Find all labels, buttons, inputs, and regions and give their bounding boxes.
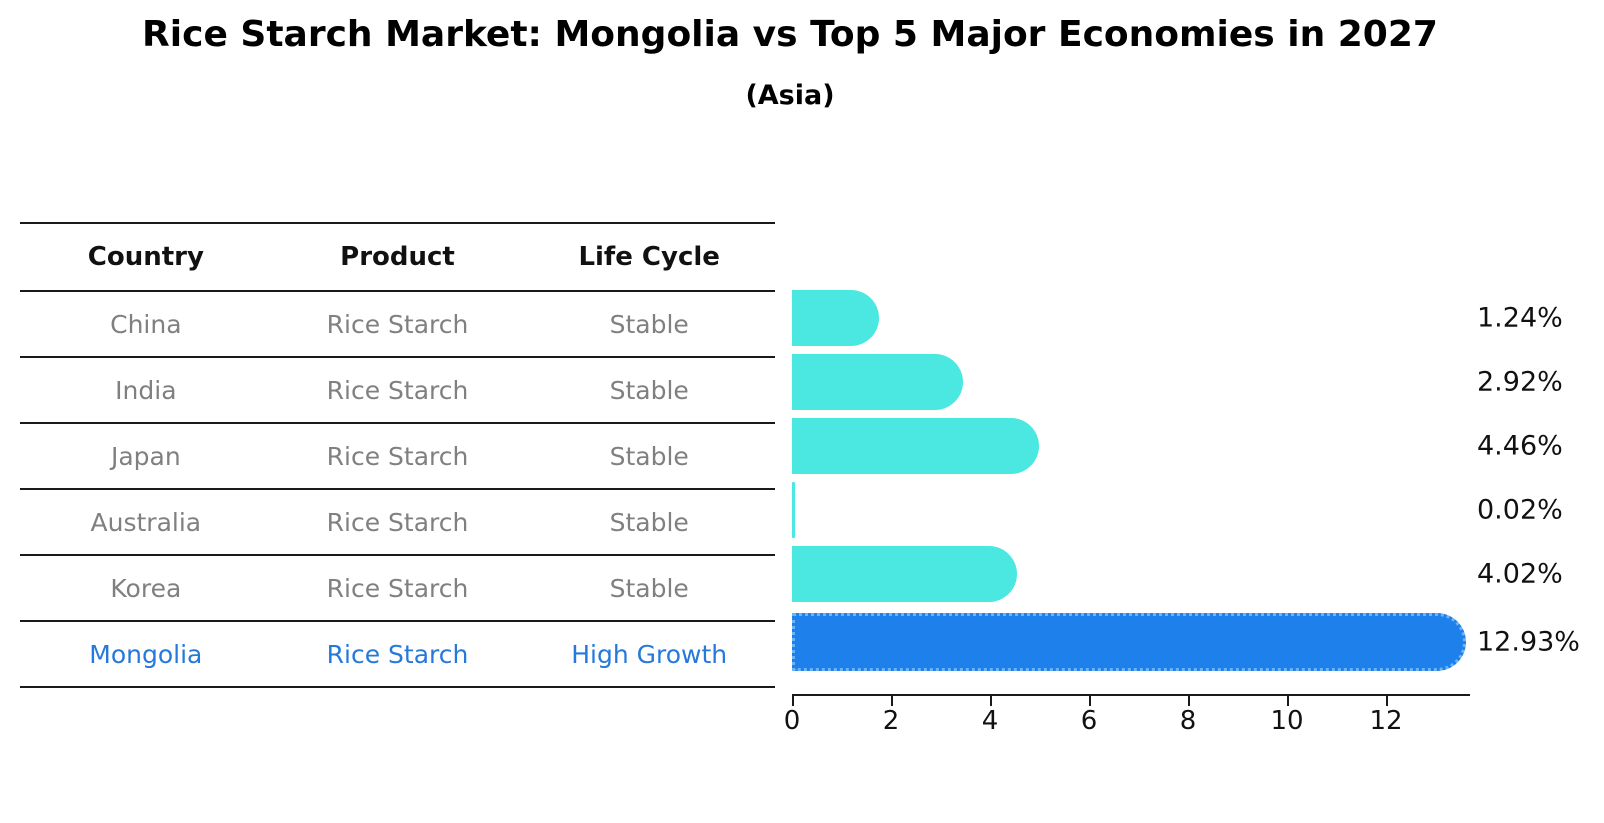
x-tick-label-8: 8 (1179, 706, 1197, 736)
value-label-korea: 4.02% (1477, 558, 1563, 590)
cell-country: Australia (90, 507, 202, 537)
value-label-japan: 4.46% (1477, 430, 1563, 462)
cell-life_cycle: Stable (609, 441, 689, 471)
table-header-row: Country Product Life Cycle (20, 222, 775, 290)
header-country: Country (87, 242, 204, 272)
cell-country: Mongolia (89, 639, 203, 669)
cell-country: China (110, 309, 182, 339)
cell-country: Japan (110, 441, 181, 471)
x-tick-mark-2 (891, 696, 893, 706)
cell-life_cycle: Stable (609, 507, 689, 537)
table-row-india: India Rice Starch Stable (20, 356, 775, 422)
x-tick-mark-0 (792, 696, 794, 706)
bar-india (792, 354, 963, 410)
value-label-china: 1.24% (1477, 302, 1563, 334)
bar-australia (792, 482, 795, 538)
header-life-cycle: Life Cycle (578, 242, 720, 272)
x-tick-label-0: 0 (783, 706, 801, 736)
cell-product: Rice Starch (326, 309, 469, 339)
cell-life_cycle: High Growth (571, 639, 728, 669)
table-row-china: China Rice Starch Stable (20, 290, 775, 356)
cell-life_cycle: Stable (609, 309, 689, 339)
table-row-australia: Australia Rice Starch Stable (20, 488, 775, 554)
country-table: Country Product Life Cycle China Rice Sta… (20, 222, 775, 688)
x-axis-line (792, 694, 1470, 696)
cell-product: Rice Starch (326, 507, 469, 537)
chart-title: Rice Starch Market: Mongolia vs Top 5 Ma… (142, 14, 1438, 55)
cell-product: Rice Starch (326, 639, 469, 669)
x-tick-mark-6 (1089, 696, 1091, 706)
value-label-india: 2.92% (1477, 366, 1563, 398)
cell-life_cycle: Stable (609, 375, 689, 405)
cell-product: Rice Starch (326, 441, 469, 471)
cell-country: India (115, 375, 177, 405)
bar-mongolia (792, 613, 1466, 671)
x-tick-label-6: 6 (1080, 706, 1098, 736)
table-row-mongolia: Mongolia Rice Starch High Growth (20, 620, 775, 686)
x-tick-label-10: 10 (1270, 706, 1304, 736)
x-tick-mark-10 (1287, 696, 1289, 706)
bar-china (792, 290, 879, 346)
x-tick-label-12: 12 (1369, 706, 1403, 736)
x-tick-mark-4 (990, 696, 992, 706)
cell-country: Korea (110, 573, 182, 603)
table-row-japan: Japan Rice Starch Stable (20, 422, 775, 488)
x-tick-label-2: 2 (882, 706, 900, 736)
table-row-korea: Korea Rice Starch Stable (20, 554, 775, 620)
value-label-australia: 0.02% (1477, 494, 1563, 526)
bar-korea (792, 546, 1017, 602)
x-tick-mark-12 (1386, 696, 1388, 706)
value-label-mongolia: 12.93% (1477, 626, 1580, 658)
x-tick-mark-8 (1188, 696, 1190, 706)
cell-product: Rice Starch (326, 375, 469, 405)
header-product: Product (340, 242, 455, 272)
cell-life_cycle: Stable (609, 573, 689, 603)
x-tick-label-4: 4 (981, 706, 999, 736)
bar-japan (792, 418, 1039, 474)
chart-subtitle: (Asia) (745, 80, 835, 111)
cell-product: Rice Starch (326, 573, 469, 603)
